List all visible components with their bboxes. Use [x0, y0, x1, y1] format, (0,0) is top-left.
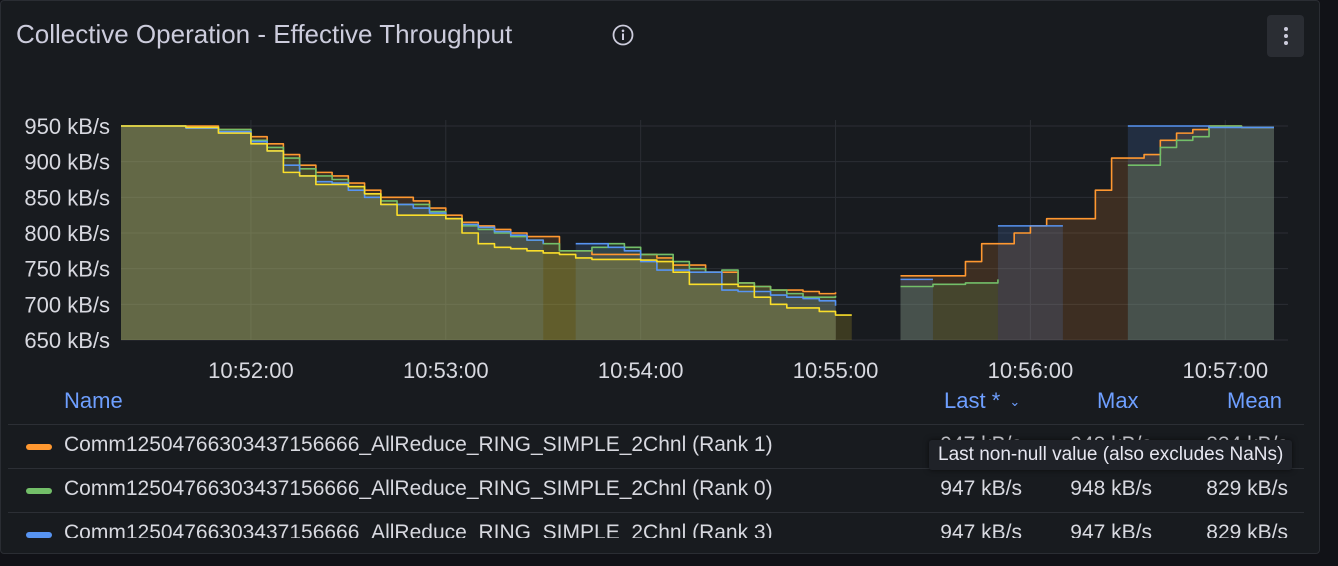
legend-table: Comm12504766303437156666_AllReduce_RING_…	[0, 424, 1318, 538]
panel-menu-button[interactable]	[1267, 15, 1304, 57]
y-tick-label: 750 kB/s	[24, 257, 110, 282]
chart-panel: Collective Operation - Effective Through…	[0, 0, 1320, 554]
panel-title: Collective Operation - Effective Through…	[16, 19, 513, 49]
series-area	[900, 126, 1274, 340]
x-tick-label: 10:57:00	[1182, 358, 1268, 383]
y-tick-label: 900 kB/s	[24, 150, 110, 175]
series-area	[121, 126, 544, 340]
series-area	[575, 243, 836, 340]
series-line	[121, 125, 852, 316]
x-tick-label: 10:55:00	[793, 358, 879, 383]
series-last: 947 kB/s	[940, 477, 1022, 500]
legend-header-mean[interactable]: Mean	[1227, 388, 1283, 413]
legend-header-name[interactable]: Name	[64, 388, 123, 413]
series-line	[900, 279, 999, 288]
legend-header-last[interactable]: Last * ⌄	[944, 388, 1020, 414]
series-name[interactable]: Comm12504766303437156666_AllReduce_RING_…	[64, 433, 773, 456]
series-name[interactable]: Comm12504766303437156666_AllReduce_RING_…	[64, 521, 773, 538]
series-area	[900, 279, 998, 340]
series-area	[121, 126, 852, 340]
series-line	[575, 242, 837, 306]
y-tick-label: 800 kB/s	[24, 221, 110, 246]
series-color-swatch	[26, 532, 52, 538]
legend-header-max[interactable]: Max	[1097, 388, 1139, 413]
series-line	[1127, 125, 1274, 167]
series-area	[1127, 126, 1274, 340]
series-mean: 829 kB/s	[1206, 477, 1288, 500]
kebab-menu-icon	[1284, 27, 1288, 31]
series-line	[900, 125, 1274, 277]
series-color-swatch	[26, 444, 52, 450]
header-tooltip: Last non-null value (also excludes NaNs)	[929, 440, 1293, 470]
series-area	[900, 279, 933, 340]
legend-row[interactable]: Comm12504766303437156666_AllReduce_RING_…	[8, 512, 1304, 538]
x-tick-label: 10:56:00	[988, 358, 1074, 383]
series-last: 947 kB/s	[940, 521, 1022, 538]
series-area	[1127, 126, 1274, 340]
y-tick-label: 700 kB/s	[24, 292, 110, 317]
legend-row[interactable]: Comm12504766303437156666_AllReduce_RING_…	[8, 468, 1304, 513]
series-line	[121, 125, 837, 298]
x-tick-label: 10:53:00	[403, 358, 489, 383]
y-tick-label: 850 kB/s	[24, 185, 110, 210]
series-name[interactable]: Comm12504766303437156666_AllReduce_RING_…	[64, 477, 773, 500]
kebab-menu-icon	[1284, 34, 1288, 38]
series-area	[997, 225, 1063, 340]
kebab-menu-icon	[1284, 41, 1288, 45]
series-max: 948 kB/s	[1070, 477, 1152, 500]
series-line	[1127, 125, 1274, 129]
y-tick-label: 950 kB/s	[24, 114, 110, 139]
x-tick-label: 10:54:00	[598, 358, 684, 383]
info-icon[interactable]	[612, 24, 634, 46]
series-line	[121, 125, 545, 244]
series-max: 947 kB/s	[1070, 521, 1152, 538]
legend-header-last-label: Last *	[944, 388, 1001, 413]
series-mean: 829 kB/s	[1206, 521, 1288, 538]
y-tick-label: 650 kB/s	[24, 328, 110, 353]
x-tick-label: 10:52:00	[208, 358, 294, 383]
chevron-down-icon: ⌄	[1009, 394, 1021, 410]
series-color-swatch	[26, 488, 52, 494]
throughput-chart[interactable]: 950 kB/s 900 kB/s 850 kB/s 800 kB/s 750 kB/s…	[0, 0, 1318, 390]
